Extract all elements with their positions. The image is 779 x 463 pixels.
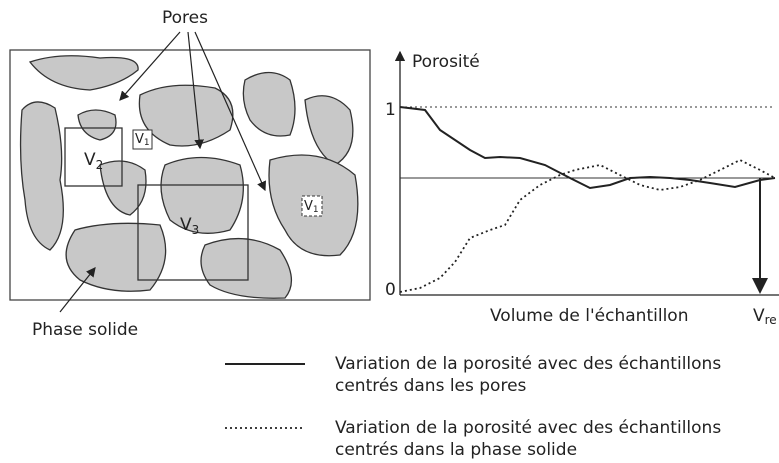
pores-label: Pores xyxy=(162,8,208,28)
y-top-label: 1 xyxy=(385,100,396,120)
sample-box xyxy=(137,184,249,281)
legend: Variation de la porosité avec des échant… xyxy=(225,354,721,460)
porosity-graph: Porosité 1 0 Volume de l'échantillon Vre xyxy=(385,50,779,327)
volume-label: V1 xyxy=(304,199,319,215)
grain xyxy=(65,222,167,292)
sample-panel: Pores Phase solide V2 V1 V3 V1 xyxy=(9,8,371,340)
grain xyxy=(19,101,64,251)
legend-text: Variation de la porosité avec des échant… xyxy=(335,418,721,438)
grain xyxy=(200,237,292,299)
sample-box xyxy=(64,127,123,187)
volume-label: V3 xyxy=(180,215,199,237)
legend-text: Variation de la porosité avec des échant… xyxy=(335,354,721,374)
grain xyxy=(28,55,139,91)
solid-label: Phase solide xyxy=(32,320,138,340)
pores-curve xyxy=(399,106,776,190)
y-axis-label: Porosité xyxy=(412,52,480,72)
pore-arrows xyxy=(59,31,266,313)
sample-box xyxy=(301,195,323,217)
legend-text: centrés dans les pores xyxy=(335,376,527,396)
vrev-label: Vre xyxy=(753,306,777,327)
grain xyxy=(99,160,147,216)
sample-box xyxy=(132,129,153,150)
grain xyxy=(304,95,354,166)
grain xyxy=(160,156,244,234)
grain xyxy=(138,84,234,147)
grain xyxy=(242,71,296,137)
y-bottom-label: 0 xyxy=(385,280,396,300)
grain xyxy=(77,109,117,141)
volume-label: V1 xyxy=(135,132,150,148)
solid-curve xyxy=(399,158,776,293)
volume-label: V2 xyxy=(84,150,103,172)
x-axis-label: Volume de l'échantillon xyxy=(490,306,688,326)
legend-text: centrés dans la phase solide xyxy=(335,440,577,460)
